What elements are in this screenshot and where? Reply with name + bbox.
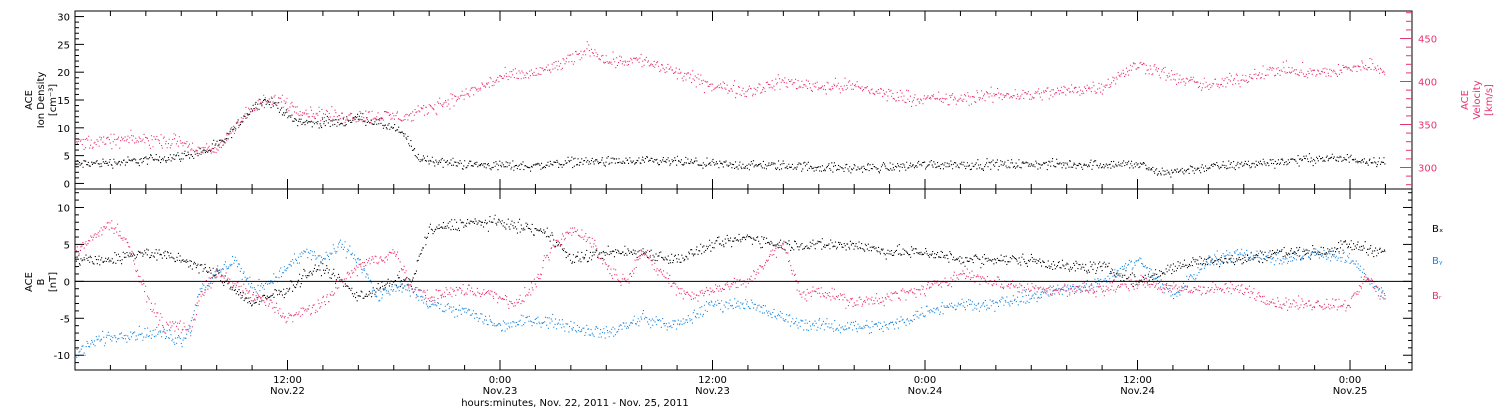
density-tick-label: 15 [57, 96, 70, 107]
field-label-line-1: ACE [24, 272, 35, 292]
x-tick-date: Nov.24 [908, 386, 943, 397]
ion-density-series [75, 97, 1386, 178]
magnetic-field-marks [74, 214, 1386, 358]
field-tick-label: 10 [57, 203, 70, 214]
field-label-line-3: [nT] [48, 272, 59, 292]
x-tick-date: Nov.23 [695, 386, 730, 397]
velocity-label-line-1: ACE [1460, 90, 1471, 110]
velocity-label-line-2: Velocity [1472, 80, 1483, 119]
x-tick-time: 0:00 [1339, 375, 1361, 386]
magnetic-field-panel [74, 188, 1413, 371]
legend-by: Bᵧ [1432, 256, 1443, 267]
velocity-tick-label: 300 [1418, 164, 1437, 175]
x-tick-date: Nov.25 [1333, 386, 1368, 397]
by-series-points [75, 239, 1386, 358]
density-velocity-panel [74, 10, 1413, 190]
density-tick-label: 30 [57, 13, 70, 24]
density-tick-label: 10 [57, 124, 70, 135]
velocity-label-line-3: [km/s] [1484, 84, 1495, 116]
density-label-line-3: [cm⁻³] [48, 84, 59, 116]
by-series [75, 239, 1386, 358]
velocity-tick-label: 450 [1418, 35, 1437, 46]
density-label-line-1: ACE [24, 90, 35, 110]
density-label-line-2: Ion Density [36, 72, 47, 129]
density-tick-label: 20 [57, 68, 70, 79]
velocity-series [75, 41, 1386, 156]
x-tick-date: Nov.22 [270, 386, 305, 397]
density-velocity-marks [75, 41, 1386, 178]
ion-density-series-points [75, 97, 1386, 178]
legend-bz: Bᵣ [1432, 291, 1442, 302]
bx-series [75, 214, 1386, 307]
x-tick-date: Nov.23 [483, 386, 518, 397]
x-tick-time: 12:00 [698, 375, 727, 386]
density-tick-label: 25 [57, 40, 70, 51]
x-axis-label: hours:minutes, Nov. 22, 2011 - Nov. 25, … [461, 398, 689, 409]
velocity-axis-label: ACE Velocity [km/s] [1460, 80, 1495, 119]
x-tick-time: 12:00 [1123, 375, 1152, 386]
field-tick-label: 0 [64, 277, 70, 288]
legend-bx: Bₓ [1432, 224, 1443, 235]
velocity-series-points [75, 41, 1386, 156]
field-label-line-2: B [36, 278, 47, 285]
velocity-tick-label: 350 [1418, 121, 1437, 132]
field-axis-label: ACE B [nT] [24, 272, 59, 292]
x-tick-time: 12:00 [273, 375, 302, 386]
velocity-tick-label: 400 [1418, 78, 1437, 89]
density-tick-label: 0 [64, 179, 70, 190]
axes: 051015202530300350400450-10-5051012:00No… [54, 11, 1437, 397]
x-tick-date: Nov.24 [1120, 386, 1155, 397]
field-tick-label: -5 [60, 314, 70, 325]
density-axis-label: ACE Ion Density [cm⁻³] [24, 72, 59, 129]
bx-series-points [75, 214, 1386, 307]
x-tick-time: 0:00 [914, 375, 936, 386]
field-tick-label: 5 [64, 240, 70, 251]
x-tick-time: 0:00 [489, 375, 511, 386]
field-tick-label: -10 [54, 351, 70, 362]
density-tick-label: 5 [64, 152, 70, 163]
